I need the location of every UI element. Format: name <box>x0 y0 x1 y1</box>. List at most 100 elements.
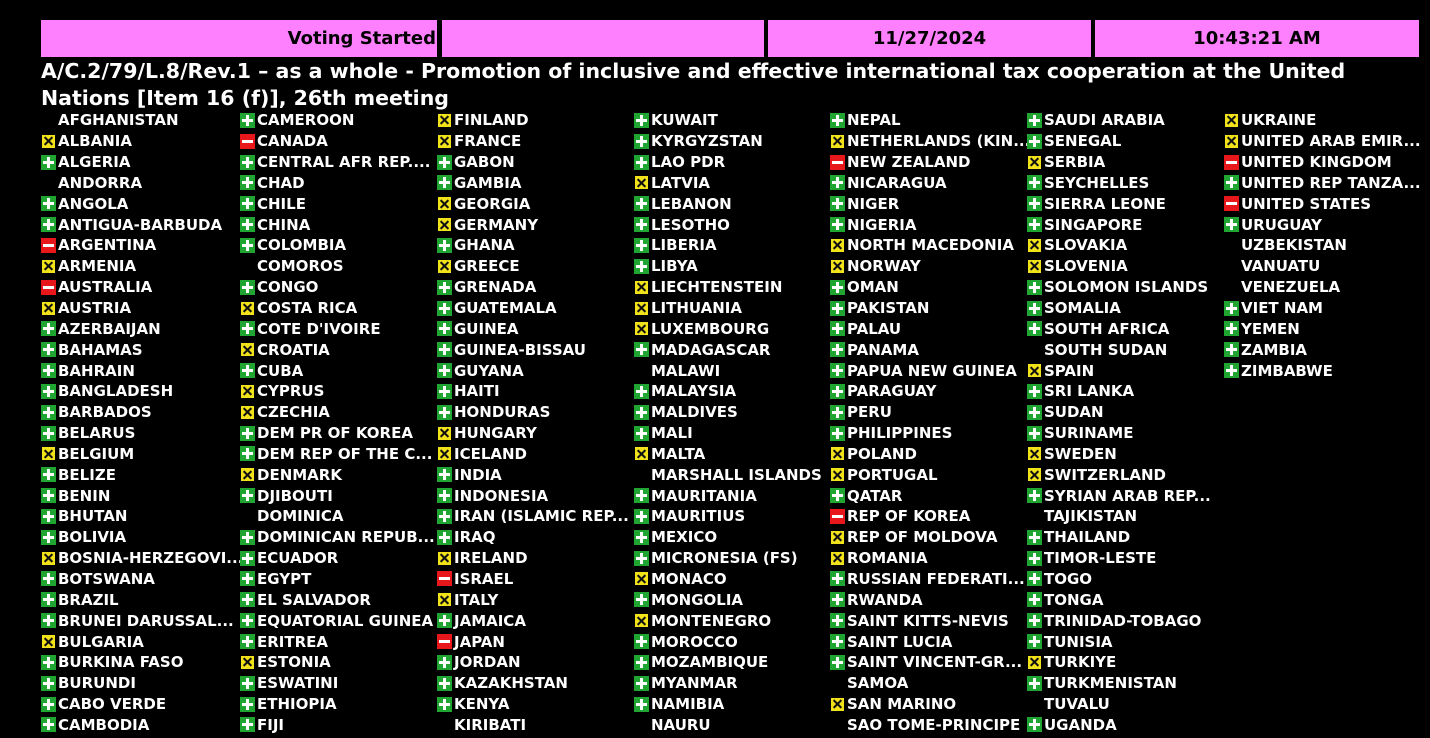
x-icon <box>437 258 452 274</box>
country-name: MALAWI <box>651 361 721 380</box>
x-icon <box>437 425 452 441</box>
plus-icon <box>634 404 649 420</box>
country-name: FIJI <box>257 715 284 734</box>
country-name: BOSNIA-HERZEGOVI... <box>58 549 244 568</box>
x-icon <box>41 634 56 650</box>
country-name: KIRIBATI <box>454 715 527 734</box>
country-name: PORTUGAL <box>847 465 938 484</box>
country-row: SOUTH AFRICA <box>1027 318 1237 339</box>
country-name: CABO VERDE <box>58 695 167 714</box>
country-row: LIECHTENSTEIN <box>634 277 844 298</box>
country-name: INDIA <box>454 465 502 484</box>
country-name: DJIBOUTI <box>257 486 333 505</box>
plus-icon <box>1027 488 1042 504</box>
country-name: ZAMBIA <box>1241 340 1308 359</box>
plus-icon <box>41 717 56 733</box>
country-name: CANADA <box>257 132 328 151</box>
vote-date: 11/27/2024 <box>768 20 1091 57</box>
country-name: BAHAMAS <box>58 340 143 359</box>
plus-icon <box>634 217 649 233</box>
country-row: UNITED KINGDOM <box>1224 152 1430 173</box>
country-row: COTE D'IVOIRE <box>240 318 450 339</box>
plus-icon <box>240 279 255 295</box>
plus-icon <box>240 717 255 733</box>
country-name: MAURITIUS <box>651 507 746 526</box>
country-name: LAO PDR <box>651 153 726 172</box>
country-row: SENEGAL <box>1027 131 1237 152</box>
vote-blank <box>1027 342 1042 357</box>
country-name: REP OF KOREA <box>847 507 971 526</box>
country-row: NETHERLANDS (KIN... <box>830 131 1040 152</box>
country-name: TONGA <box>1044 590 1104 609</box>
country-row: REP OF MOLDOVA <box>830 527 1040 548</box>
country-name: GREECE <box>454 257 520 276</box>
country-name: INDONESIA <box>454 486 549 505</box>
country-row: BURKINA FASO <box>41 652 251 673</box>
country-name: SENEGAL <box>1044 132 1122 151</box>
country-row: PORTUGAL <box>830 464 1040 485</box>
country-name: NAMIBIA <box>651 695 725 714</box>
country-row: MALDIVES <box>634 402 844 423</box>
country-row: BAHRAIN <box>41 360 251 381</box>
country-name: FINLAND <box>454 111 529 130</box>
country-name: EQUATORIAL GUINEA <box>257 611 434 630</box>
country-name: NIGERIA <box>847 215 917 234</box>
country-row: LESOTHO <box>634 214 844 235</box>
country-column: AFGHANISTAN ALBANIA ALGERIA ANDORRA ANGOLA AN… <box>41 110 251 735</box>
plus-icon <box>240 571 255 587</box>
plus-icon <box>830 571 845 587</box>
country-row: BULGARIA <box>41 631 251 652</box>
country-row: IRAQ <box>437 527 647 548</box>
country-row: SLOVAKIA <box>1027 235 1237 256</box>
country-name: ANGOLA <box>58 194 129 213</box>
x-icon <box>830 467 845 483</box>
country-name: CHILE <box>257 194 306 213</box>
country-name: BELGIUM <box>58 444 135 463</box>
country-name: GUINEA <box>454 319 519 338</box>
plus-icon <box>240 217 255 233</box>
plus-icon <box>634 237 649 253</box>
plus-icon <box>1027 717 1042 733</box>
country-row: MALI <box>634 423 844 444</box>
country-name: BOLIVIA <box>58 528 127 547</box>
minus-icon <box>437 634 452 650</box>
country-name: MADAGASCAR <box>651 340 771 359</box>
country-row: DEM PR OF KOREA <box>240 423 450 444</box>
vote-blank <box>1027 509 1042 524</box>
country-row: KENYA <box>437 694 647 715</box>
country-row: PALAU <box>830 318 1040 339</box>
country-row: MONTENEGRO <box>634 610 844 631</box>
country-row: UNITED REP TANZA... <box>1224 173 1430 194</box>
plus-icon <box>41 675 56 691</box>
vote-blank <box>1224 280 1239 295</box>
country-row: GERMANY <box>437 214 647 235</box>
country-row: KIRIBATI <box>437 714 647 735</box>
country-column: FINLAND FRANCE GABON GAMBIA GEORGIA GERMANY GH… <box>437 110 647 735</box>
plus-icon <box>240 425 255 441</box>
minus-icon <box>41 279 56 295</box>
country-name: BURKINA FASO <box>58 653 184 672</box>
minus-icon <box>830 154 845 170</box>
x-icon <box>437 196 452 212</box>
country-name: TRINIDAD-TOBAGO <box>1044 611 1202 630</box>
country-row: BENIN <box>41 485 251 506</box>
plus-icon <box>830 321 845 337</box>
country-name: SAMOA <box>847 674 909 693</box>
country-row: MONGOLIA <box>634 589 844 610</box>
plus-icon <box>634 196 649 212</box>
country-row: EL SALVADOR <box>240 589 450 610</box>
plus-icon <box>830 196 845 212</box>
country-row: CHAD <box>240 173 450 194</box>
country-row: ARMENIA <box>41 256 251 277</box>
country-row: PANAMA <box>830 339 1040 360</box>
country-column: KUWAIT KYRGYZSTAN LAO PDR LATVIA LEBANON LESO… <box>634 110 844 735</box>
country-name: TOGO <box>1044 569 1093 588</box>
country-name: NEPAL <box>847 111 901 130</box>
country-name: THAILAND <box>1044 528 1131 547</box>
plus-icon <box>1027 300 1042 316</box>
country-row: GUYANA <box>437 360 647 381</box>
x-icon <box>830 133 845 149</box>
plus-icon <box>1224 300 1239 316</box>
plus-icon <box>830 488 845 504</box>
plus-icon <box>437 363 452 379</box>
